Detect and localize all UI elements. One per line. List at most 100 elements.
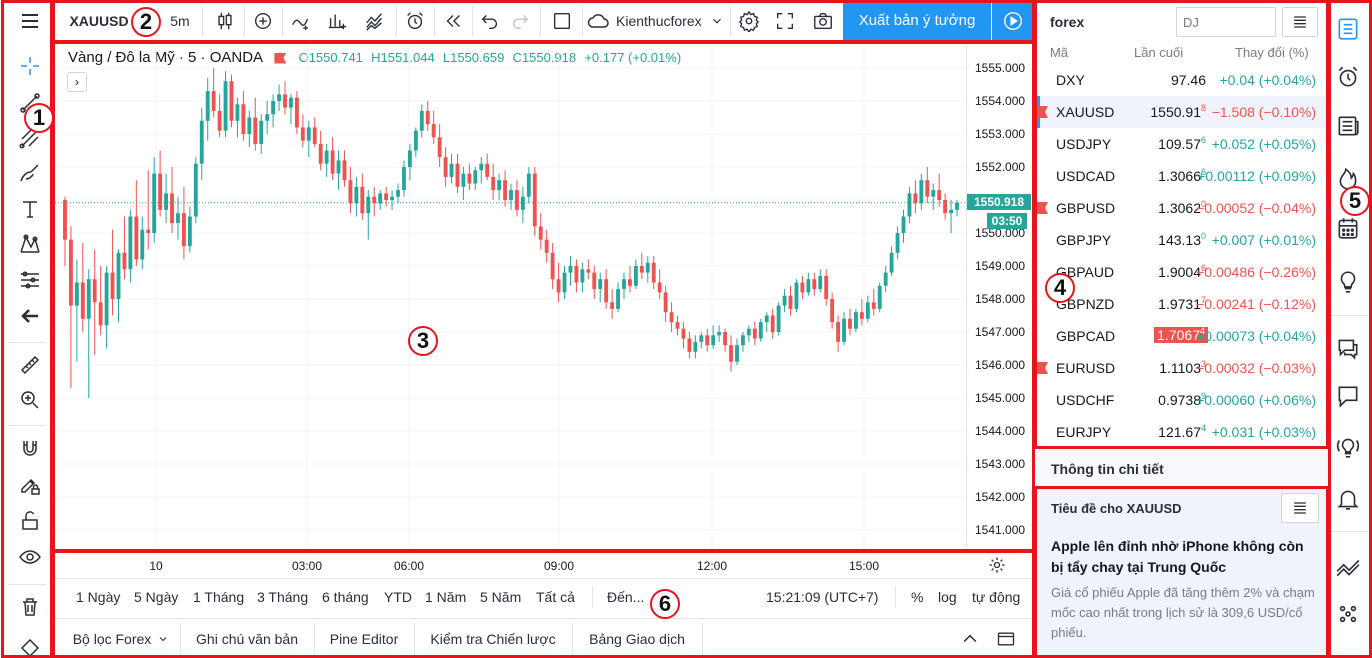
watchlist-row[interactable]: USDCHF 0.97389 +0.00060 (+0.06%) [1038, 384, 1326, 416]
goto-date-button[interactable]: Đến... [607, 589, 645, 605]
layout-icon[interactable] [546, 6, 578, 36]
notifications-icon[interactable] [1330, 481, 1366, 517]
flag-icon[interactable] [1036, 202, 1048, 214]
indicators-icon[interactable] [284, 6, 318, 36]
range-all-button[interactable]: Tất cả [536, 589, 575, 605]
fib-icon[interactable] [14, 264, 46, 296]
candle-body [758, 322, 763, 339]
fullscreen-icon[interactable] [768, 6, 802, 36]
eraser-icon[interactable] [14, 632, 46, 658]
log-scale-button[interactable]: log [938, 589, 957, 605]
time-axis[interactable] [52, 550, 1034, 578]
watchlist-row[interactable]: EURJPY 121.674 +0.031 (+0.03%) [1038, 416, 1326, 448]
watchlist-row[interactable]: GBPJPY 143.130 +0.007 (+0.01%) [1038, 224, 1326, 256]
watchlist-row[interactable]: DXY 97.46 +0.04 (+0.04%) [1038, 64, 1326, 96]
watchlist-icon[interactable] [1330, 11, 1366, 47]
text-icon[interactable] [14, 193, 46, 225]
publish-idea-button[interactable]: Xuất bản ý tưởng [843, 0, 991, 41]
range-1y-button[interactable]: 1 Năm [425, 589, 467, 605]
flag-icon[interactable] [1036, 106, 1048, 118]
replay-icon[interactable] [436, 6, 470, 36]
clock-label[interactable]: 15:21:09 (UTC+7) [766, 589, 879, 605]
watchlist-header-last[interactable]: Lần cuối [1134, 45, 1184, 60]
watchlist-row[interactable]: USDJPY 109.576 +0.052 (+0.05%) [1038, 128, 1326, 160]
tab-strategy-tester[interactable]: Kiểm tra Chiến lược [430, 631, 556, 647]
chart-icon[interactable] [1330, 549, 1366, 585]
undo-icon[interactable] [474, 6, 506, 36]
eye-icon[interactable] [14, 541, 46, 573]
watchlist-row[interactable]: GBPNZD 1.97317 −0.00241 (−0.12%) [1038, 288, 1326, 320]
tab-pine-editor[interactable]: Pine Editor [329, 631, 399, 647]
watchlist-row[interactable]: XAUUSD 1550.918 −1.508 (−0.10%) [1036, 96, 1326, 128]
range-ytd-button[interactable]: YTD [384, 589, 412, 605]
flag-icon[interactable] [1036, 362, 1048, 374]
watchlist-menu-icon[interactable] [1282, 7, 1318, 37]
pattern-icon[interactable] [14, 228, 46, 260]
details-header[interactable]: Thông tin chi tiết [1034, 448, 1328, 486]
range-5y-button[interactable]: 5 Năm [480, 589, 522, 605]
price-chart[interactable] [52, 42, 1034, 550]
tab-text-notes[interactable]: Ghi chú văn bản [196, 631, 298, 647]
add-compare-icon[interactable] [246, 6, 280, 36]
magnet-icon[interactable] [14, 433, 46, 465]
watchlist-row[interactable]: GBPAUD 1.90046 −0.00486 (−0.26%) [1038, 256, 1326, 288]
redo-icon[interactable] [504, 6, 536, 36]
range-6m-button[interactable]: 6 tháng [322, 589, 369, 605]
calendar-icon[interactable] [1330, 210, 1366, 246]
news-menu-icon[interactable] [1281, 493, 1319, 523]
range-5d-button[interactable]: 5 Ngày [134, 589, 179, 605]
collapse-panel-icon[interactable] [960, 629, 980, 649]
arrow-left-icon[interactable] [14, 300, 46, 332]
legend-collapse-button[interactable]: › [67, 72, 87, 92]
layout-name-button[interactable]: Kienthucforex [586, 6, 728, 36]
camera-icon[interactable] [806, 6, 840, 36]
range-1m-button[interactable]: 1 Tháng [193, 589, 245, 605]
chart-settings-icon[interactable] [987, 555, 1007, 575]
watchlist-header-change[interactable]: Thay đổi (%) [1235, 45, 1309, 60]
chat-private-icon[interactable] [1330, 378, 1366, 414]
symbol-search-button[interactable]: XAUUSD [69, 13, 129, 29]
watchlist-row[interactable]: GBPCAD 1.70674 +0.00073 (+0.04%) [1038, 320, 1326, 352]
apps-icon[interactable] [1330, 596, 1366, 632]
trash-icon[interactable] [14, 591, 46, 623]
brush-icon[interactable] [14, 157, 46, 189]
watchlist-header-symbol[interactable]: Mã [1050, 45, 1069, 60]
tab-trading-panel[interactable]: Bảng Giao dịch [589, 631, 685, 647]
watchlist-row[interactable]: EURUSD 1.11033 −0.00032 (−0.03%) [1036, 352, 1326, 384]
menu-icon[interactable] [14, 5, 46, 37]
unlock-icon[interactable] [14, 505, 46, 537]
zoom-icon[interactable] [14, 384, 46, 416]
streams-icon[interactable] [1330, 429, 1366, 465]
ruler-icon[interactable] [14, 349, 46, 381]
news-headline[interactable]: Apple lên đỉnh nhờ iPhone không còn bị t… [1051, 538, 1304, 575]
alarm-icon[interactable] [1330, 59, 1366, 95]
lock-pencil-icon[interactable] [14, 469, 46, 501]
percent-scale-button[interactable]: % [911, 589, 924, 605]
financials-icon[interactable] [320, 6, 354, 36]
alert-icon[interactable] [398, 6, 432, 36]
watchlist-name[interactable]: forex [1050, 14, 1085, 30]
watchlist-row[interactable]: GBPUSD 1.30620 −0.00052 (−0.04%) [1036, 192, 1326, 224]
templates-icon[interactable] [358, 6, 392, 36]
chart-pane[interactable]: Vàng / Đô la Mỹ · 5 · OANDA O1550.741 H1… [52, 42, 1034, 550]
candle [687, 332, 692, 359]
news-icon[interactable] [1330, 108, 1366, 144]
play-icon[interactable] [992, 0, 1034, 41]
maximize-panel-icon[interactable] [996, 629, 1016, 649]
watchlist-search-input[interactable]: DJ [1176, 7, 1276, 37]
watchlist-row[interactable]: USDCAD 1.30666 +0.00112 (+0.09%) [1038, 160, 1326, 192]
trend-line-icon[interactable] [14, 87, 46, 119]
hotlist-icon[interactable] [1330, 161, 1366, 197]
price-axis[interactable] [966, 42, 1034, 550]
tab-forex-screener[interactable]: Bộ lọc Forex [62, 623, 180, 655]
range-1d-button[interactable]: 1 Ngày [76, 589, 121, 605]
chat-icon[interactable] [1330, 330, 1366, 366]
auto-scale-button[interactable]: tự động [972, 589, 1021, 605]
bar-type-icon[interactable] [208, 6, 242, 36]
range-3m-button[interactable]: 3 Tháng [257, 589, 309, 605]
interval-button[interactable]: 5m [170, 13, 190, 29]
flag-icon[interactable] [274, 52, 287, 64]
crosshair-icon[interactable] [14, 50, 46, 82]
settings-icon[interactable] [732, 6, 766, 36]
ideas-icon[interactable] [1330, 264, 1366, 300]
